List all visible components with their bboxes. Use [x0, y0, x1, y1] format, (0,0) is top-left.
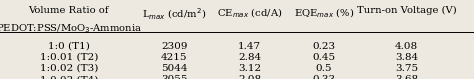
Text: 4215: 4215	[161, 53, 188, 62]
Text: 3.84: 3.84	[395, 53, 418, 62]
Text: 2309: 2309	[161, 42, 188, 51]
Text: 1:0.01 (T2): 1:0.01 (T2)	[39, 53, 98, 62]
Text: 5044: 5044	[161, 64, 188, 73]
Text: 3.68: 3.68	[395, 75, 418, 79]
Text: 2.08: 2.08	[238, 75, 261, 79]
Text: Turn-on Voltage (V): Turn-on Voltage (V)	[357, 6, 456, 15]
Text: 1:0.02 (T3): 1:0.02 (T3)	[39, 64, 98, 73]
Text: 3.75: 3.75	[395, 64, 418, 73]
Text: 0.5: 0.5	[316, 64, 332, 73]
Text: PEDOT:PSS/MoO$_3$-Ammonia: PEDOT:PSS/MoO$_3$-Ammonia	[0, 22, 142, 35]
Text: Volume Ratio of: Volume Ratio of	[28, 6, 109, 15]
Text: 0.23: 0.23	[312, 42, 335, 51]
Text: 1.47: 1.47	[238, 42, 261, 51]
Text: 4.08: 4.08	[395, 42, 418, 51]
Text: 1:0.03 (T4): 1:0.03 (T4)	[39, 75, 98, 79]
Text: 0.33: 0.33	[312, 75, 335, 79]
Text: 3055: 3055	[161, 75, 188, 79]
Text: 2.84: 2.84	[238, 53, 261, 62]
Text: 0.45: 0.45	[312, 53, 335, 62]
Text: EQE$_{max}$ (%): EQE$_{max}$ (%)	[293, 6, 354, 20]
Text: 3.12: 3.12	[238, 64, 261, 73]
Text: 1:0 (T1): 1:0 (T1)	[48, 42, 90, 51]
Text: CE$_{max}$ (cd/A): CE$_{max}$ (cd/A)	[217, 6, 283, 20]
Text: L$_{max}$ (cd/m$^2$): L$_{max}$ (cd/m$^2$)	[142, 6, 207, 22]
